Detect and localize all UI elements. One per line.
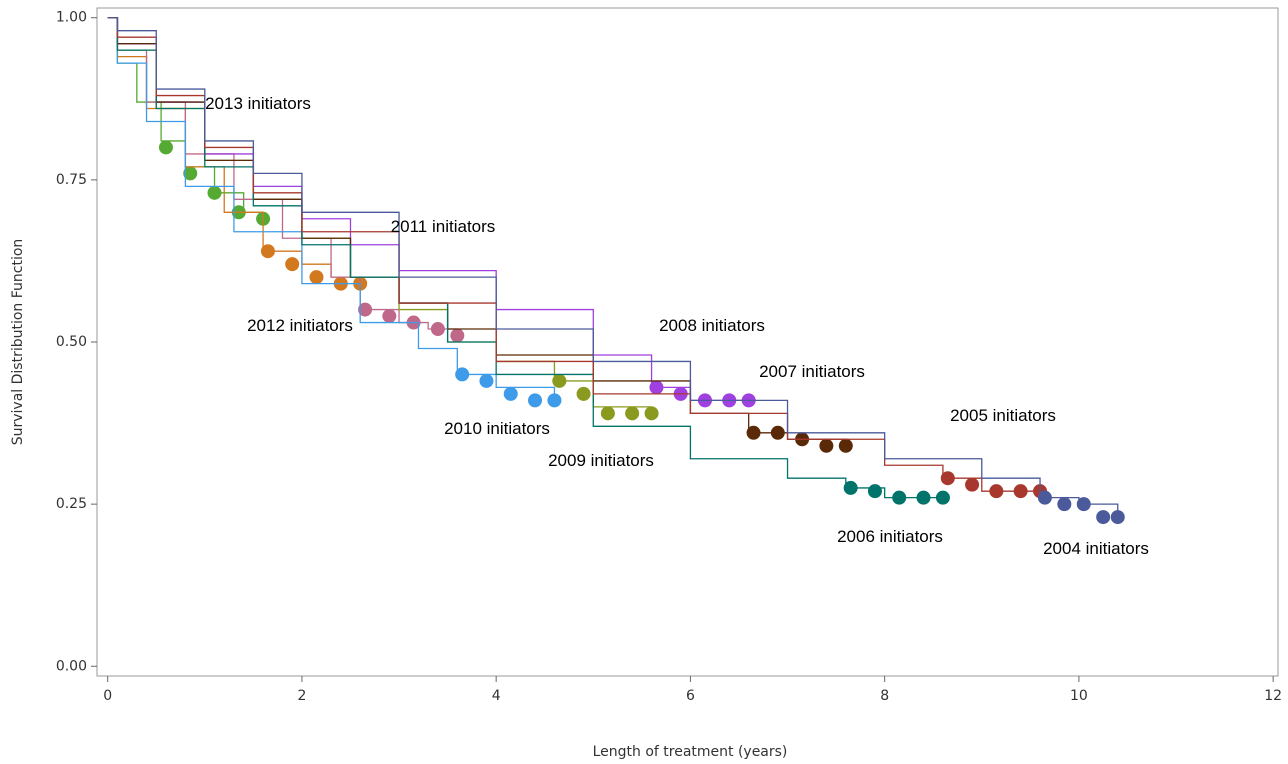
censored-marker bbox=[183, 166, 198, 181]
censored-marker bbox=[940, 471, 955, 486]
censored-marker bbox=[207, 185, 222, 200]
y-tick-label: 1.00 bbox=[56, 10, 87, 26]
censored-marker bbox=[547, 393, 562, 408]
censored-marker bbox=[819, 438, 834, 453]
censored-marker bbox=[1076, 497, 1091, 512]
censored-marker bbox=[867, 484, 882, 499]
censored-marker bbox=[770, 425, 785, 440]
series-annotation: 2011 initiators bbox=[390, 217, 496, 236]
censored-marker bbox=[746, 425, 761, 440]
y-tick-label: 0.75 bbox=[56, 172, 87, 188]
x-tick-label: 4 bbox=[492, 688, 501, 704]
survival-curve bbox=[107, 17, 556, 401]
series-annotation: 2006 initiators bbox=[837, 527, 943, 546]
censored-marker bbox=[450, 328, 465, 343]
censored-marker bbox=[455, 367, 470, 382]
censored-marker bbox=[965, 477, 980, 492]
censored-marker bbox=[1096, 510, 1111, 525]
censored-marker bbox=[309, 270, 324, 285]
censored-marker bbox=[1057, 497, 1072, 512]
x-tick-label: 10 bbox=[1070, 688, 1088, 704]
series-annotation: 2004 initiators bbox=[1043, 539, 1149, 558]
censored-marker bbox=[644, 406, 659, 421]
series-annotation: 2012 initiators bbox=[247, 316, 353, 335]
censored-marker bbox=[552, 373, 567, 388]
censored-marker bbox=[479, 373, 494, 388]
censored-marker bbox=[382, 309, 397, 324]
censored-marker bbox=[989, 484, 1004, 499]
censored-marker bbox=[916, 490, 931, 505]
censored-marker bbox=[1037, 490, 1052, 505]
censored-marker bbox=[285, 257, 300, 272]
censored-marker bbox=[649, 380, 664, 395]
survival-curve bbox=[107, 17, 1119, 518]
x-tick-label: 8 bbox=[880, 688, 889, 704]
series-annotation: 2005 initiators bbox=[950, 406, 1056, 425]
survival-curve bbox=[107, 17, 653, 414]
y-tick-label: 0.00 bbox=[56, 658, 87, 674]
censored-marker bbox=[1110, 510, 1125, 525]
censored-marker bbox=[576, 386, 591, 401]
censored-marker bbox=[260, 244, 275, 259]
x-axis-label: Length of treatment (years) bbox=[593, 744, 788, 760]
series-annotation: 2010 initiators bbox=[444, 419, 550, 438]
y-tick-label: 0.25 bbox=[56, 496, 87, 512]
survival-curve bbox=[107, 17, 361, 284]
series-annotation: 2008 initiators bbox=[659, 316, 765, 335]
censored-marker bbox=[935, 490, 950, 505]
censored-marker bbox=[158, 140, 173, 155]
censored-marker bbox=[358, 302, 373, 317]
censored-marker bbox=[625, 406, 640, 421]
series-annotation: 2009 initiators bbox=[548, 451, 654, 470]
censored-marker bbox=[503, 386, 518, 401]
x-tick-label: 12 bbox=[1264, 688, 1282, 704]
x-tick-label: 6 bbox=[686, 688, 695, 704]
censored-marker bbox=[892, 490, 907, 505]
x-tick-label: 0 bbox=[103, 688, 112, 704]
censored-marker bbox=[838, 438, 853, 453]
y-tick-label: 0.50 bbox=[56, 334, 87, 350]
censored-marker bbox=[430, 322, 445, 337]
survival-curve bbox=[107, 17, 749, 402]
x-tick-label: 2 bbox=[297, 688, 306, 704]
survival-curve bbox=[107, 17, 1041, 492]
series-annotation: 2007 initiators bbox=[759, 362, 865, 381]
censored-marker bbox=[843, 480, 858, 495]
survival-curve bbox=[107, 17, 458, 336]
censored-marker bbox=[528, 393, 543, 408]
censored-marker bbox=[1013, 484, 1028, 499]
censored-marker bbox=[600, 406, 615, 421]
series-annotation: 2013 initiators bbox=[205, 94, 311, 113]
y-axis-label: Survival Distribution Function bbox=[10, 239, 26, 446]
